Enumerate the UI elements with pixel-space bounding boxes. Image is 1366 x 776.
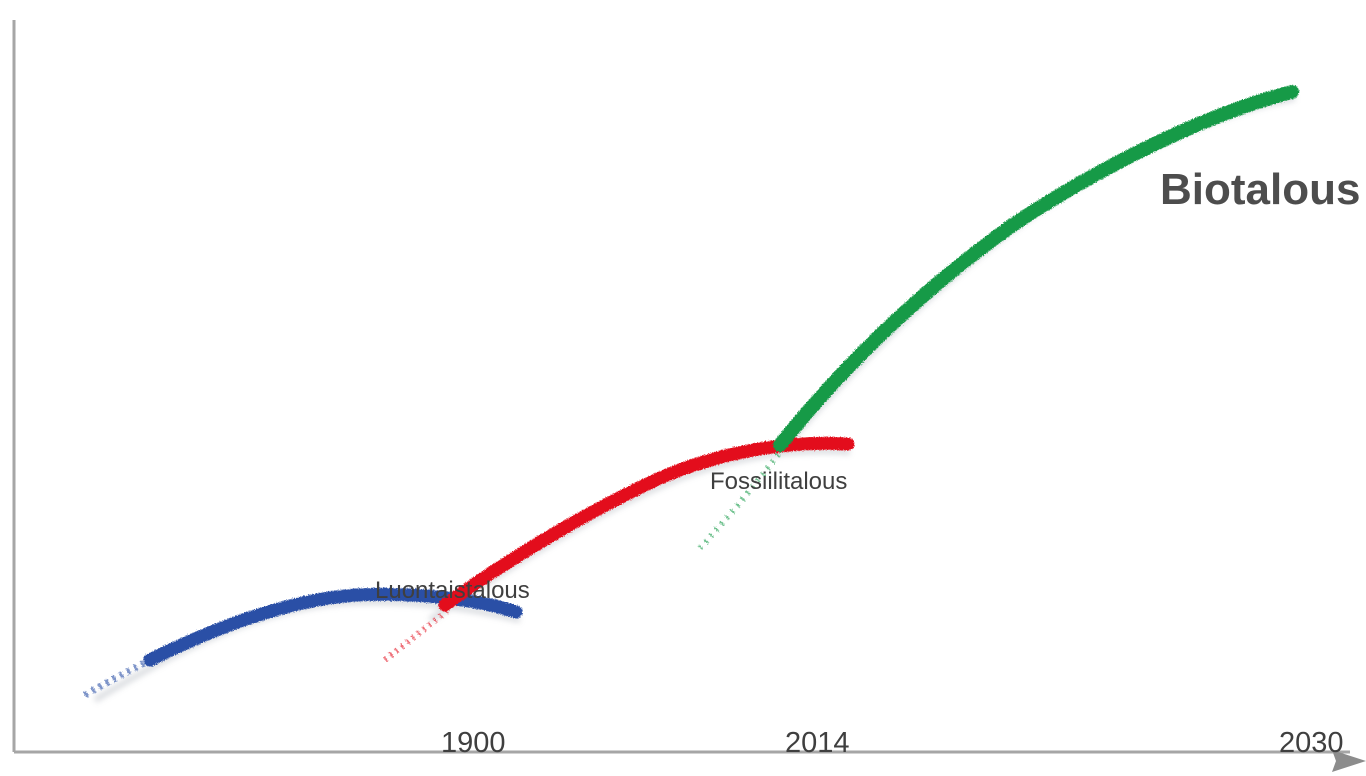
- x-axis-arrow-icon: [1332, 750, 1366, 772]
- tick-label-2014: 2014: [785, 727, 850, 759]
- label-luontaistalous: Luontaistalous: [375, 577, 530, 604]
- label-biotalous: Biotalous: [1160, 165, 1360, 214]
- curve-biotalous: [773, 85, 1299, 452]
- label-fossiilitalous: Fossiilitalous: [710, 468, 847, 495]
- curve-fossiilitalous-fade: [383, 605, 452, 663]
- curve-luontaistalous: [143, 587, 523, 667]
- segment-biotalous: [697, 85, 1299, 551]
- segment-luontaistalous: [83, 587, 523, 699]
- tick-label-1900: 1900: [441, 727, 506, 759]
- tick-label-2030: 2030: [1279, 727, 1344, 759]
